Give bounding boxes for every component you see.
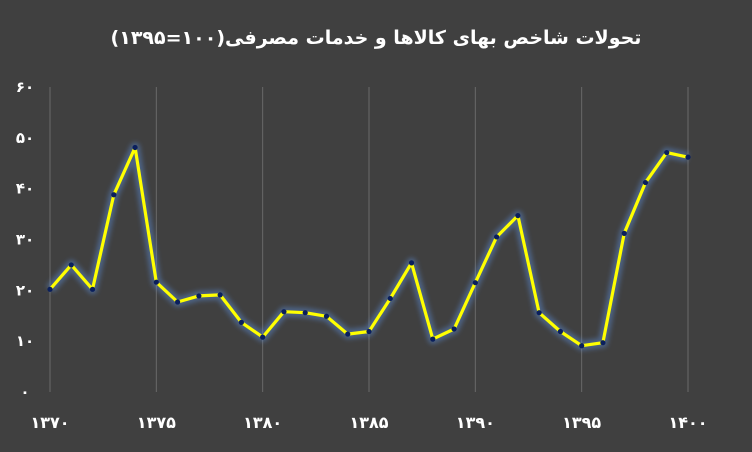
chart-title: تحولات شاخص بهای کالاها و خدمات مصرفی(۱۰… (111, 27, 642, 49)
y-tick-label-10: ۱۰ (16, 332, 34, 350)
data-point-1392 (515, 213, 521, 219)
data-point-1375 (153, 279, 159, 285)
data-point-1380 (260, 334, 266, 340)
data-point-1383 (323, 313, 330, 319)
data-point-1386 (387, 295, 393, 302)
data-point-1382 (302, 310, 308, 316)
data-point-1373 (111, 192, 117, 198)
x-axis-ticks: ۱۳۷۰ ۱۳۷۵ ۱۳۸۰ ۱۳۸۵ ۱۳۹۰ ۱۳۹۵ ۱۴۰۰ (30, 413, 707, 432)
data-point-1385 (366, 328, 372, 335)
data-point-1396 (600, 340, 606, 346)
x-tick-label-1375: ۱۳۷۵ (137, 413, 176, 432)
data-point-1398 (642, 179, 649, 186)
x-tick-label-1385: ۱۳۸۵ (349, 413, 388, 432)
data-point-1400 (685, 154, 691, 160)
data-point-1374 (132, 144, 138, 151)
data-point-1399 (664, 149, 670, 156)
data-point-1376 (175, 299, 181, 305)
data-point-1370 (47, 286, 53, 292)
x-tick-label-1400: ۱۴۰۰ (668, 413, 707, 432)
y-tick-label-20: ۲۰ (16, 281, 34, 299)
x-tick-label-1395: ۱۳۹۵ (562, 413, 601, 432)
data-point-1379 (238, 319, 244, 325)
x-tick-label-1380: ۱۳۸۰ (243, 413, 282, 432)
data-point-1390 (472, 280, 478, 286)
data-point-1393 (536, 310, 542, 316)
data-point-1384 (345, 331, 351, 337)
data-point-1395 (579, 343, 585, 349)
y-tick-label-0: ۰ (20, 383, 29, 401)
x-tick-label-1370: ۱۳۷۰ (30, 413, 69, 432)
data-point-1378 (217, 292, 223, 298)
y-tick-label-30: ۳۰ (16, 231, 34, 249)
data-point-1391 (494, 234, 500, 240)
y-axis-ticks: ۰ ۱۰ ۲۰ ۳۰ ۴۰ ۵۰ ۶۰ (16, 78, 34, 401)
data-point-1394 (557, 328, 564, 335)
data-point-1388 (430, 336, 436, 342)
data-point-1389 (451, 326, 457, 332)
data-point-1371 (68, 262, 74, 268)
grid-lines (49, 87, 689, 392)
x-tick-label-1390: ۱۳۹۰ (456, 413, 495, 432)
data-point-1387 (408, 260, 415, 266)
data-point-1381 (281, 309, 287, 315)
data-points (47, 144, 691, 349)
data-point-1377 (196, 293, 202, 299)
y-tick-label-60: ۶۰ (16, 78, 34, 96)
y-tick-label-50: ۵۰ (16, 129, 34, 147)
y-tick-label-40: ۴۰ (16, 180, 34, 198)
data-point-1372 (89, 286, 96, 292)
data-point-1397 (621, 230, 627, 236)
